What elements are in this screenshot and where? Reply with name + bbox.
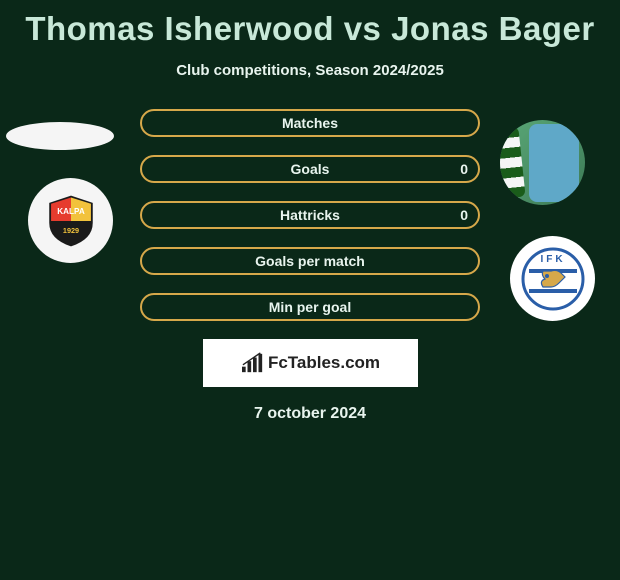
- stat-row-hattricks: Hattricks 0: [140, 201, 480, 229]
- stat-row-mpg: Min per goal: [140, 293, 480, 321]
- stat-row-gpm: Goals per match: [140, 247, 480, 275]
- stat-label: Min per goal: [269, 299, 351, 315]
- brand-text: FcTables.com: [268, 353, 380, 373]
- brand-box: FcTables.com: [203, 339, 418, 387]
- date-text: 7 october 2024: [0, 405, 620, 423]
- page-title: Thomas Isherwood vs Jonas Bager: [0, 0, 620, 48]
- stat-label: Matches: [282, 115, 338, 131]
- stat-label: Goals: [291, 161, 330, 177]
- stat-right-value: 0: [460, 161, 468, 177]
- stat-right-value: 0: [460, 207, 468, 223]
- stat-label: Goals per match: [255, 253, 365, 269]
- subtitle: Club competitions, Season 2024/2025: [0, 62, 620, 79]
- bars-icon: [240, 352, 266, 374]
- stat-row-matches: Matches: [140, 109, 480, 137]
- stat-row-goals: Goals 0: [140, 155, 480, 183]
- stats-container: Matches Goals 0 Hattricks 0 Goals per ma…: [0, 109, 620, 321]
- stat-label: Hattricks: [280, 207, 340, 223]
